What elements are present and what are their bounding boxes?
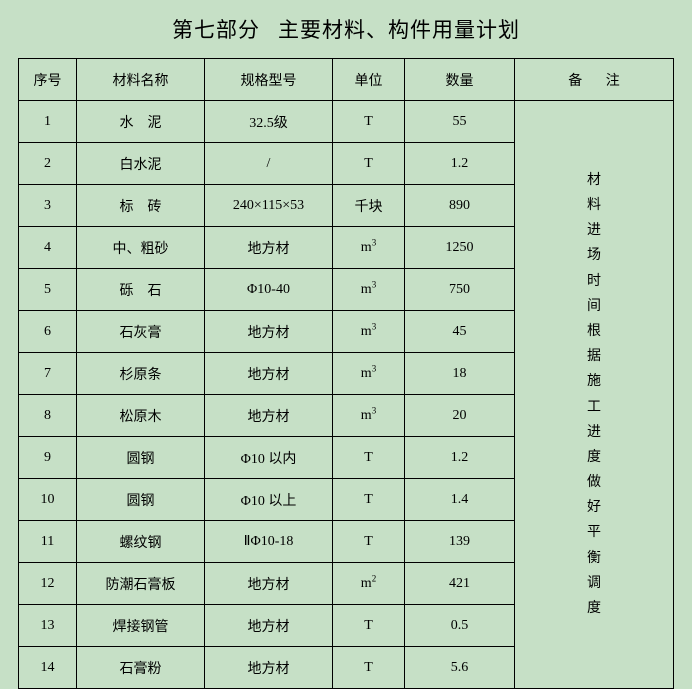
materials-table: 序号 材料名称 规格型号 单位 数量 备 注 1水 泥32.5级T55材料进场时… bbox=[18, 58, 674, 689]
cell-unit: m3 bbox=[333, 227, 405, 269]
cell-name: 石灰膏 bbox=[77, 311, 205, 353]
cell-qty: 18 bbox=[405, 353, 515, 395]
cell-spec: ⅡΦ10-18 bbox=[205, 521, 333, 563]
cell-unit: 千块 bbox=[333, 185, 405, 227]
cell-seq: 4 bbox=[19, 227, 77, 269]
cell-qty: 5.6 bbox=[405, 647, 515, 689]
cell-spec: / bbox=[205, 143, 333, 185]
cell-unit: T bbox=[333, 101, 405, 143]
cell-seq: 6 bbox=[19, 311, 77, 353]
cell-spec: Φ10-40 bbox=[205, 269, 333, 311]
cell-unit: m3 bbox=[333, 311, 405, 353]
title-part-a: 第七部分 bbox=[172, 18, 260, 42]
cell-unit: m2 bbox=[333, 563, 405, 605]
cell-qty: 1.2 bbox=[405, 143, 515, 185]
cell-seq: 12 bbox=[19, 563, 77, 605]
table-header-row: 序号 材料名称 规格型号 单位 数量 备 注 bbox=[19, 59, 674, 101]
cell-qty: 20 bbox=[405, 395, 515, 437]
cell-qty: 55 bbox=[405, 101, 515, 143]
cell-spec: 地方材 bbox=[205, 563, 333, 605]
cell-spec: 地方材 bbox=[205, 311, 333, 353]
cell-seq: 1 bbox=[19, 101, 77, 143]
cell-seq: 11 bbox=[19, 521, 77, 563]
col-header-seq: 序号 bbox=[19, 59, 77, 101]
cell-qty: 45 bbox=[405, 311, 515, 353]
cell-name: 圆钢 bbox=[77, 479, 205, 521]
cell-spec: Φ10 以上 bbox=[205, 479, 333, 521]
cell-name: 焊接钢管 bbox=[77, 605, 205, 647]
cell-seq: 2 bbox=[19, 143, 77, 185]
cell-spec: 240×115×53 bbox=[205, 185, 333, 227]
cell-seq: 5 bbox=[19, 269, 77, 311]
cell-name: 石膏粉 bbox=[77, 647, 205, 689]
col-header-qty: 数量 bbox=[405, 59, 515, 101]
cell-unit: T bbox=[333, 143, 405, 185]
cell-seq: 8 bbox=[19, 395, 77, 437]
col-header-unit: 单位 bbox=[333, 59, 405, 101]
cell-qty: 1.2 bbox=[405, 437, 515, 479]
cell-seq: 9 bbox=[19, 437, 77, 479]
cell-spec: 地方材 bbox=[205, 227, 333, 269]
cell-unit: T bbox=[333, 647, 405, 689]
table-body: 1水 泥32.5级T55材料进场时间根据施工进度做好平衡调度2白水泥/T1.23… bbox=[19, 101, 674, 689]
cell-name: 水 泥 bbox=[77, 101, 205, 143]
cell-name: 圆钢 bbox=[77, 437, 205, 479]
table-row: 1水 泥32.5级T55材料进场时间根据施工进度做好平衡调度 bbox=[19, 101, 674, 143]
cell-unit: T bbox=[333, 437, 405, 479]
title-part-b: 主要材料、构件用量计划 bbox=[278, 18, 520, 42]
cell-qty: 0.5 bbox=[405, 605, 515, 647]
cell-spec: 地方材 bbox=[205, 353, 333, 395]
cell-unit: T bbox=[333, 521, 405, 563]
cell-spec: 地方材 bbox=[205, 647, 333, 689]
cell-qty: 750 bbox=[405, 269, 515, 311]
cell-spec: Φ10 以内 bbox=[205, 437, 333, 479]
cell-qty: 890 bbox=[405, 185, 515, 227]
cell-name: 中、粗砂 bbox=[77, 227, 205, 269]
cell-name: 砾 石 bbox=[77, 269, 205, 311]
cell-unit: T bbox=[333, 479, 405, 521]
cell-name: 螺纹钢 bbox=[77, 521, 205, 563]
col-header-note: 备 注 bbox=[515, 59, 674, 101]
cell-unit: m3 bbox=[333, 353, 405, 395]
cell-seq: 13 bbox=[19, 605, 77, 647]
cell-spec: 32.5级 bbox=[205, 101, 333, 143]
cell-qty: 421 bbox=[405, 563, 515, 605]
col-header-name: 材料名称 bbox=[77, 59, 205, 101]
cell-seq: 14 bbox=[19, 647, 77, 689]
cell-unit: m3 bbox=[333, 269, 405, 311]
cell-qty: 139 bbox=[405, 521, 515, 563]
col-header-spec: 规格型号 bbox=[205, 59, 333, 101]
cell-remark: 材料进场时间根据施工进度做好平衡调度 bbox=[515, 101, 674, 689]
cell-unit: m3 bbox=[333, 395, 405, 437]
cell-name: 松原木 bbox=[77, 395, 205, 437]
cell-seq: 10 bbox=[19, 479, 77, 521]
page: 第七部分主要材料、构件用量计划 序号 材料名称 规格型号 单位 数量 备 注 1… bbox=[0, 0, 692, 689]
page-title: 第七部分主要材料、构件用量计划 bbox=[18, 14, 674, 44]
cell-unit: T bbox=[333, 605, 405, 647]
cell-spec: 地方材 bbox=[205, 395, 333, 437]
cell-name: 标 砖 bbox=[77, 185, 205, 227]
cell-name: 白水泥 bbox=[77, 143, 205, 185]
cell-seq: 3 bbox=[19, 185, 77, 227]
cell-spec: 地方材 bbox=[205, 605, 333, 647]
cell-name: 防潮石膏板 bbox=[77, 563, 205, 605]
cell-seq: 7 bbox=[19, 353, 77, 395]
cell-qty: 1.4 bbox=[405, 479, 515, 521]
cell-qty: 1250 bbox=[405, 227, 515, 269]
cell-name: 杉原条 bbox=[77, 353, 205, 395]
